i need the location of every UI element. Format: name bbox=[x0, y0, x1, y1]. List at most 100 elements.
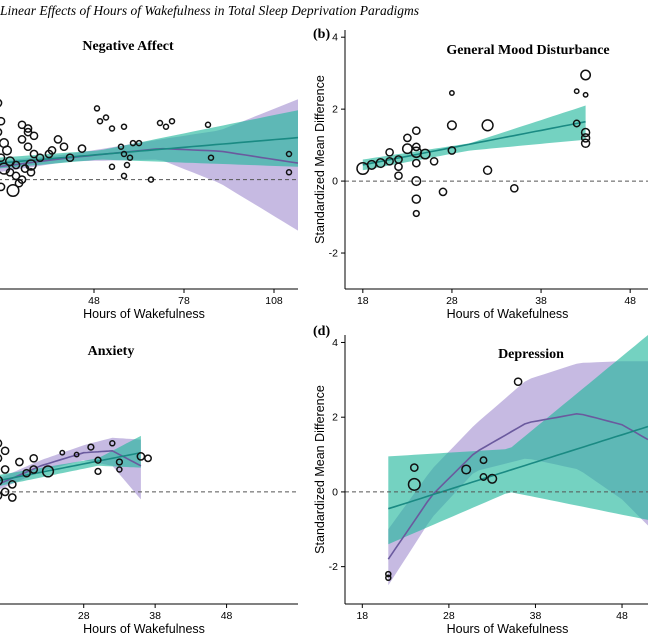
figure-title: Linear Effects of Hours of Wakefulness i… bbox=[0, 3, 419, 18]
panel-b: 18 28 38 48 -2 0 2 4 Hours of Wakefulness Standar… bbox=[313, 27, 648, 321]
data-point bbox=[411, 176, 422, 187]
data-point bbox=[411, 142, 421, 152]
data-point bbox=[375, 158, 386, 169]
data-point bbox=[411, 158, 421, 168]
quadratic-fit-line bbox=[387, 412, 648, 560]
x-tick-label: 78 bbox=[178, 295, 190, 307]
data-point bbox=[0, 487, 10, 497]
data-point bbox=[0, 465, 10, 474]
data-point bbox=[15, 457, 24, 467]
y-tick-label: 4 bbox=[332, 32, 338, 44]
y-tick-label: 2 bbox=[332, 412, 338, 424]
data-point bbox=[109, 440, 116, 447]
data-point bbox=[41, 465, 55, 478]
x-tick-label: 48 bbox=[88, 295, 100, 307]
data-point bbox=[29, 149, 39, 159]
data-point bbox=[481, 119, 494, 132]
data-point bbox=[0, 128, 3, 136]
data-point bbox=[285, 169, 293, 176]
data-point bbox=[116, 466, 123, 473]
data-point bbox=[447, 146, 457, 155]
data-point bbox=[11, 160, 21, 170]
x-axis-label: Hours of Wakefulness bbox=[447, 622, 569, 636]
x-tick-label: 108 bbox=[265, 295, 283, 307]
data-point bbox=[479, 473, 488, 481]
x-tick-label: 38 bbox=[149, 610, 161, 622]
data-point bbox=[96, 117, 104, 125]
data-point bbox=[207, 154, 215, 161]
data-point bbox=[156, 119, 164, 127]
data-point bbox=[29, 453, 39, 463]
x-tick-label: 18 bbox=[357, 295, 369, 307]
data-point bbox=[573, 88, 580, 95]
data-point bbox=[7, 493, 17, 502]
data-point bbox=[582, 91, 589, 98]
data-point bbox=[0, 439, 3, 448]
data-point bbox=[385, 574, 392, 582]
data-point bbox=[120, 150, 128, 158]
data-point bbox=[44, 149, 54, 159]
data-point bbox=[129, 139, 137, 147]
data-point bbox=[7, 480, 17, 489]
x-tick-label: 38 bbox=[535, 295, 547, 307]
data-point bbox=[580, 138, 591, 149]
panel-c: 28 38 48 Hours of Wakefulness Anxiety bbox=[0, 344, 298, 636]
data-point bbox=[572, 119, 581, 128]
data-point bbox=[120, 172, 128, 180]
data-point bbox=[94, 456, 102, 464]
panel-d: 18 28 38 48 -2 0 2 4 Hours of Wakefulness Standar… bbox=[313, 324, 648, 636]
data-point bbox=[580, 127, 591, 138]
data-point bbox=[0, 491, 3, 500]
panel-title: General Mood Disturbance bbox=[446, 43, 609, 58]
data-point bbox=[0, 454, 3, 463]
data-point bbox=[482, 165, 493, 176]
data-point bbox=[0, 476, 4, 486]
data-point bbox=[20, 164, 30, 173]
data-point bbox=[419, 148, 431, 160]
data-point bbox=[385, 147, 394, 157]
data-point bbox=[580, 69, 592, 81]
plot-area bbox=[345, 69, 648, 218]
panel-title: Anxiety bbox=[88, 344, 135, 359]
linear-ci-band bbox=[0, 110, 298, 169]
linear-fit-line bbox=[388, 425, 648, 510]
y-tick-label: 0 bbox=[332, 176, 338, 188]
quadratic-ci-band bbox=[0, 437, 141, 500]
data-point bbox=[23, 142, 33, 152]
data-point bbox=[0, 182, 6, 192]
data-point bbox=[73, 451, 80, 458]
data-point bbox=[0, 153, 6, 163]
panel-label: (b) bbox=[313, 27, 330, 42]
linear-fit-line bbox=[0, 136, 298, 164]
panel-title: Depression bbox=[498, 347, 564, 362]
data-point bbox=[59, 142, 69, 152]
data-point bbox=[123, 161, 131, 169]
data-point bbox=[394, 171, 403, 181]
x-tick-label: 48 bbox=[624, 295, 636, 307]
data-point bbox=[108, 163, 116, 171]
data-point bbox=[1, 145, 13, 156]
data-point bbox=[0, 116, 6, 126]
x-axis-label: Hours of Wakefulness bbox=[83, 622, 205, 636]
data-point bbox=[102, 114, 110, 121]
data-point bbox=[117, 143, 125, 150]
data-point bbox=[53, 135, 63, 144]
data-point bbox=[411, 194, 422, 204]
x-tick-label: 18 bbox=[356, 610, 368, 622]
data-point bbox=[438, 187, 448, 197]
data-point bbox=[513, 377, 523, 387]
x-tick-label: 28 bbox=[443, 610, 455, 622]
data-point bbox=[135, 139, 143, 147]
data-point bbox=[168, 117, 176, 125]
linear-ci-band bbox=[362, 105, 586, 171]
x-tick-label: 38 bbox=[530, 610, 542, 622]
data-point bbox=[394, 162, 403, 172]
y-tick-label: 0 bbox=[332, 486, 338, 498]
data-point bbox=[17, 120, 27, 130]
x-tick-label: 28 bbox=[78, 610, 90, 622]
y-tick-label: -2 bbox=[329, 248, 338, 260]
data-point bbox=[446, 120, 457, 131]
data-point bbox=[59, 449, 66, 456]
data-point bbox=[87, 443, 95, 451]
data-point bbox=[29, 131, 39, 141]
